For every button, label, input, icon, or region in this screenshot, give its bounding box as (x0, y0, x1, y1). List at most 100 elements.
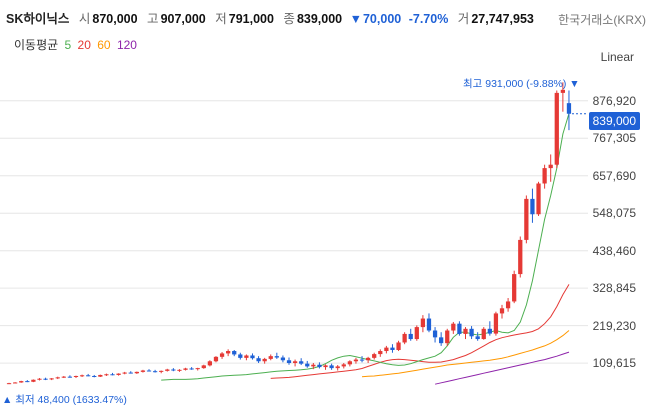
candle (146, 369, 152, 372)
candle (347, 360, 352, 367)
candle (49, 378, 54, 381)
candle (542, 164, 547, 189)
candle (201, 364, 206, 369)
candle (390, 344, 395, 353)
candle (481, 327, 486, 340)
ma120-line (434, 351, 570, 385)
candle (98, 374, 103, 378)
volume-value: 27,747,953 (471, 12, 534, 26)
candle (238, 352, 243, 360)
candle (359, 356, 365, 363)
candle (420, 315, 426, 333)
y-tick-label: 548,075 (592, 206, 636, 221)
candle (372, 352, 377, 360)
candle (554, 90, 559, 169)
candle (171, 368, 176, 372)
candle (274, 352, 279, 359)
change-arrow-icon: ▼ (349, 12, 362, 26)
y-tick-label: 438,460 (592, 243, 636, 258)
candle (329, 363, 334, 370)
exchange-label: 한국거래소(KRX) (558, 13, 646, 27)
candle (244, 354, 249, 361)
candle (560, 82, 566, 112)
candle (341, 362, 346, 369)
candle (110, 372, 115, 376)
candle (365, 356, 371, 363)
ma20-line (270, 284, 570, 379)
min-price-annotation: ▲ 최저 48,400 (1633.47%) (2, 394, 127, 406)
candle (232, 349, 237, 357)
candle (518, 236, 523, 278)
y-tick-label: 767,305 (592, 131, 636, 146)
candle (432, 327, 438, 343)
candle (426, 313, 432, 333)
candle (104, 373, 109, 376)
candle (512, 270, 517, 304)
ma-legend-title: 이동평균 (14, 38, 59, 52)
candle (86, 373, 91, 377)
candle (152, 369, 158, 373)
candle (43, 377, 48, 381)
y-tick-label: 328,845 (592, 281, 636, 296)
open-label: 시 (78, 12, 91, 26)
scale-mode-toggle[interactable]: Linear (600, 50, 634, 64)
candle (73, 375, 79, 379)
candle (165, 368, 170, 372)
candle (177, 369, 182, 372)
change-value: 70,000 (362, 12, 402, 26)
candle (499, 304, 505, 319)
candle (6, 382, 12, 385)
candle (439, 332, 444, 346)
candle (195, 367, 200, 371)
candle (305, 360, 310, 368)
candle (475, 332, 480, 341)
candle (384, 345, 389, 354)
volume-label: 거 (457, 12, 470, 26)
candle (19, 380, 24, 383)
last-price-tag: 839,000 (588, 112, 640, 130)
candle (140, 369, 146, 373)
candle (353, 357, 359, 364)
candle (189, 367, 194, 370)
close-value: 839,000 (296, 12, 343, 26)
candle (219, 352, 225, 359)
candle (445, 328, 450, 346)
candle (536, 181, 541, 216)
candle (280, 355, 286, 363)
candle (207, 360, 213, 367)
stock-name: SK하이닉스 (6, 12, 70, 26)
candle (79, 374, 85, 378)
candle (402, 332, 407, 345)
candle (548, 154, 553, 182)
ma-60-label: 60 (97, 38, 111, 52)
candle (55, 376, 60, 380)
open-value: 870,000 (92, 12, 138, 26)
candle (268, 354, 273, 361)
y-tick-label: 876,920 (592, 93, 636, 108)
high-label: 고 (147, 12, 159, 26)
close-label: 종 (283, 12, 295, 26)
candle (292, 359, 298, 367)
candle (323, 364, 328, 370)
candle (61, 375, 66, 379)
candle (408, 328, 413, 341)
candle (286, 357, 292, 365)
moving-average-legend: 이동평균 5 20 60 120 (14, 36, 140, 53)
ma-120-label: 120 (116, 38, 137, 52)
candle (256, 356, 261, 363)
ma-20-label: 20 (77, 38, 91, 52)
candle (213, 356, 219, 363)
candle (469, 326, 474, 340)
ma5-line (161, 113, 570, 381)
max-price-annotation: 최고 931,000 (-9.88%) ▼ (463, 78, 580, 90)
y-tick-label: 109,615 (592, 356, 636, 371)
candle (226, 349, 231, 357)
candle (487, 321, 492, 336)
candle (457, 321, 462, 336)
candle (12, 382, 18, 384)
candle (378, 349, 383, 357)
candle (250, 353, 255, 360)
candle (505, 298, 511, 312)
y-tick-label: 657,690 (592, 168, 636, 183)
